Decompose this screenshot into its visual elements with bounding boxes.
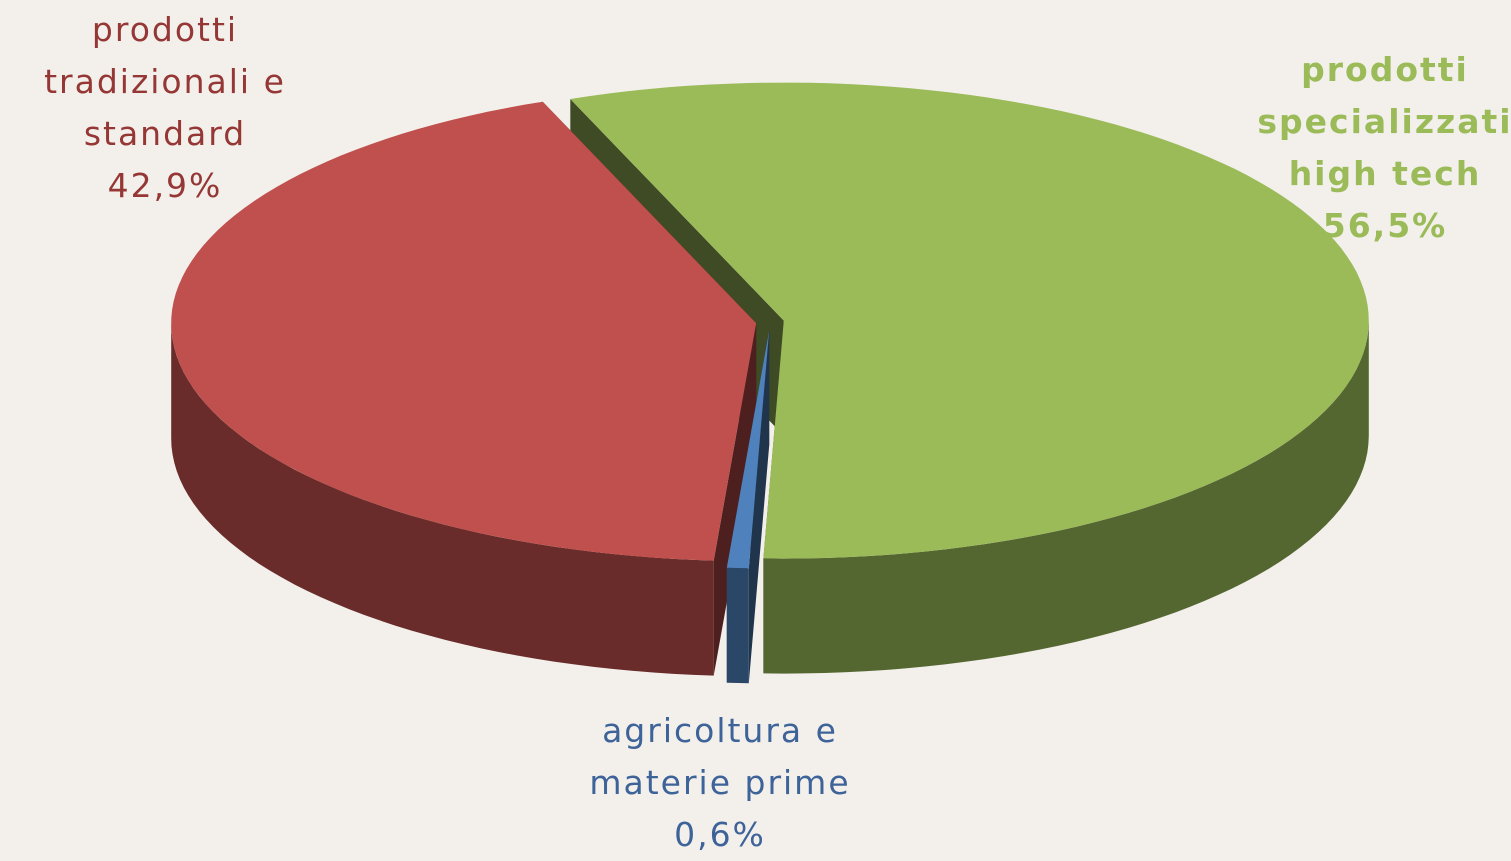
slice-side: [171, 323, 714, 676]
label-name: prodotti specializzati high tech: [1257, 50, 1511, 193]
slice-side: [763, 320, 1369, 674]
slice: [171, 101, 757, 561]
label-name: agricoltura e materie prime: [589, 711, 851, 802]
data-label: prodotti tradizionali e standard 42,9%: [20, 4, 310, 212]
slice-side: [726, 567, 749, 684]
data-label: agricoltura e materie prime 0,6%: [545, 705, 895, 861]
slice: [570, 82, 1369, 559]
label-value: 56,5%: [1322, 206, 1448, 245]
label-name: prodotti tradizionali e standard: [44, 10, 286, 153]
data-label: prodotti specializzati high tech 56,5%: [1255, 44, 1511, 252]
slice: [726, 330, 770, 569]
label-value: 42,9%: [107, 166, 223, 205]
label-value: 0,6%: [674, 815, 766, 854]
